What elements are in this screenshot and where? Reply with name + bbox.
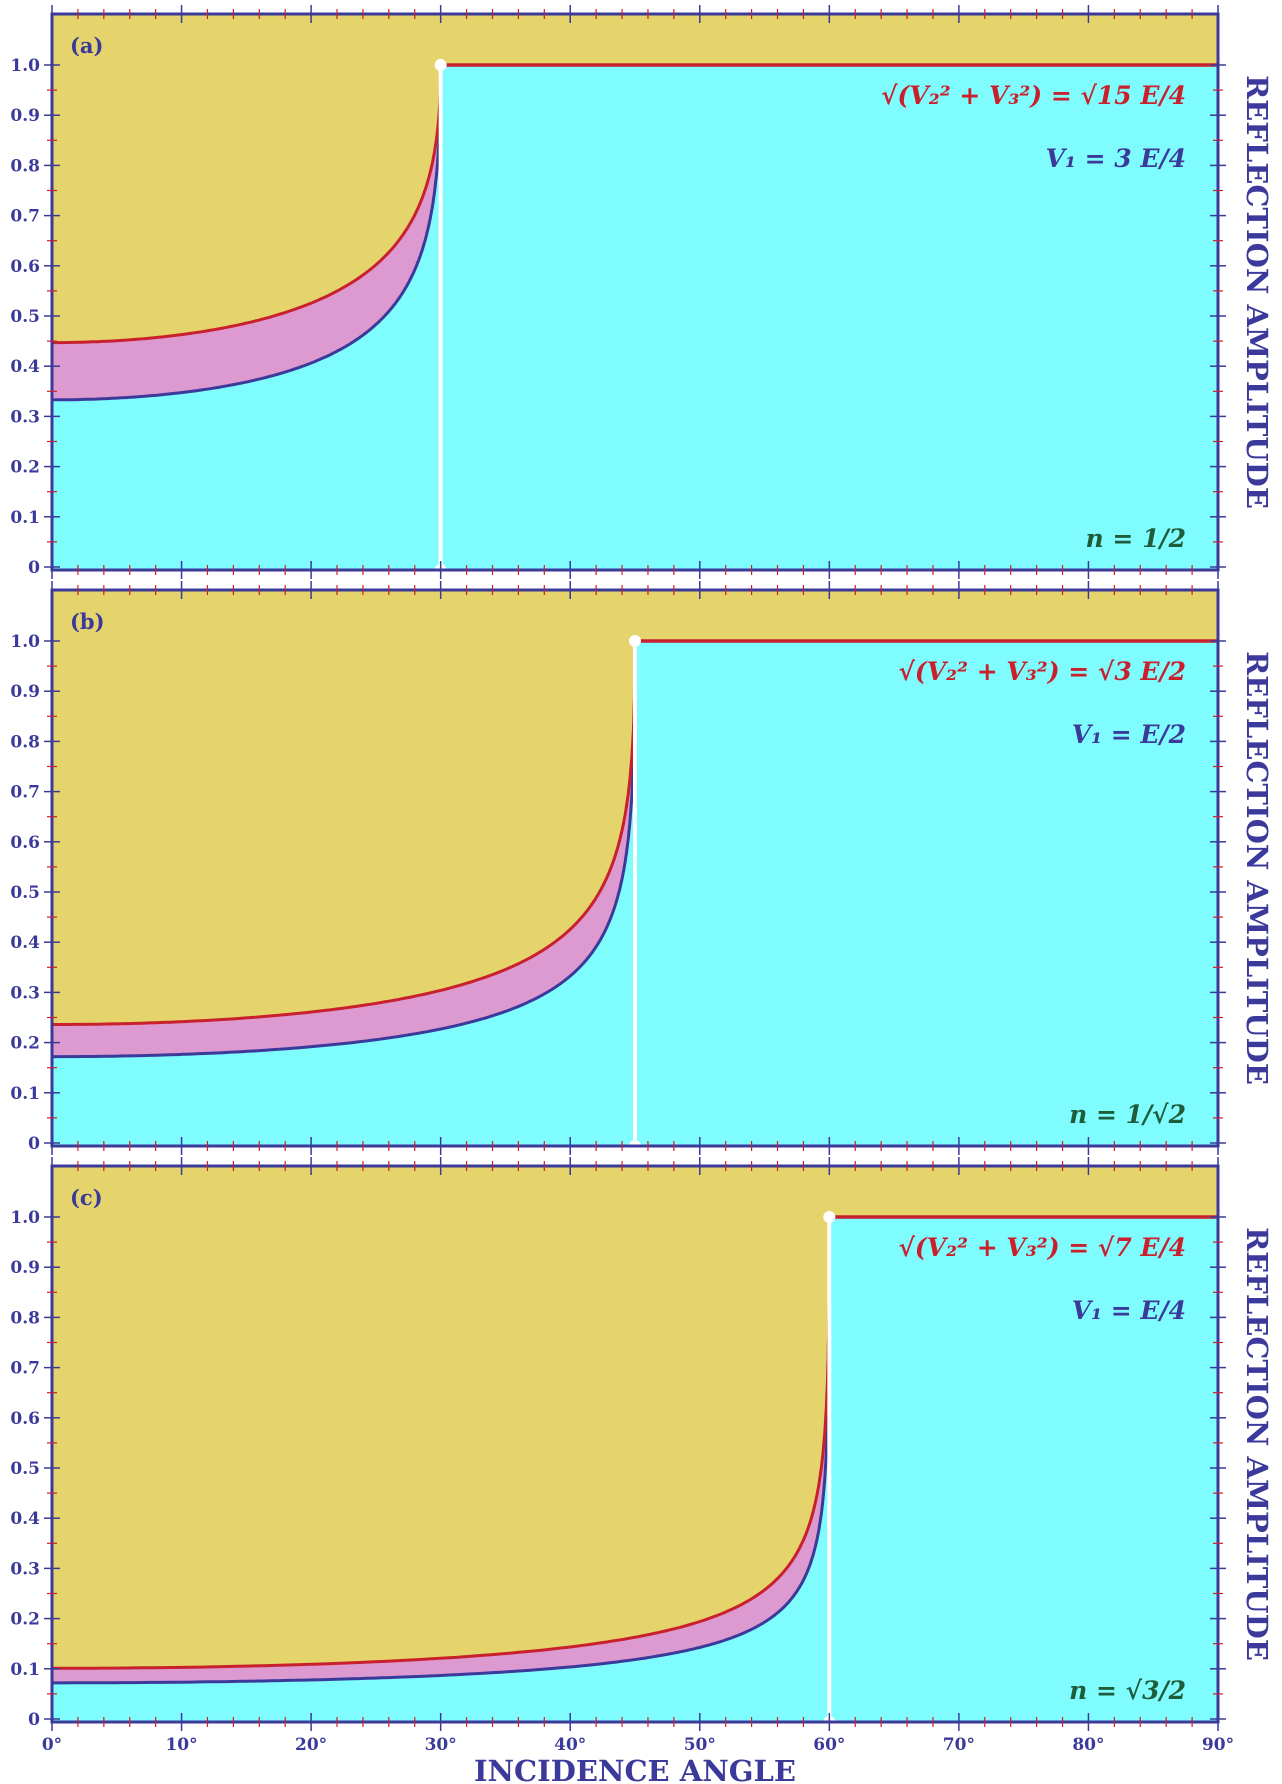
- y-tick-label: 0: [28, 1134, 40, 1154]
- x-tick-label: 80°: [1072, 1735, 1104, 1755]
- y-tick-label: 1.0: [10, 1208, 40, 1228]
- panel-label: (a): [70, 33, 103, 58]
- v1-curve: [50, 1217, 831, 1685]
- amplitude-band: [52, 65, 441, 400]
- y-tick-label: 0.1: [10, 1084, 40, 1104]
- y-tick-label: 0.2: [10, 458, 40, 478]
- x-tick-label: 60°: [813, 1735, 845, 1755]
- formula-amplitude: √(V₂² + V₃²) = √15 E/4: [881, 81, 1186, 110]
- y-tick-label: 0.1: [10, 1660, 40, 1680]
- y-tick-label: 0.7: [10, 207, 40, 227]
- y-tick-label: 0.8: [10, 732, 40, 752]
- v23-curve: [52, 1217, 831, 1670]
- critical-point-top: [629, 635, 641, 647]
- y-tick-label: 0.9: [10, 106, 40, 126]
- y-tick-label: 0.4: [10, 357, 40, 377]
- panel-label: (c): [70, 1185, 103, 1210]
- y-tick-label: 0: [28, 558, 40, 578]
- formula-amplitude: √(V₂² + V₃²) = √7 E/4: [899, 1233, 1187, 1262]
- y-tick-label: 0.3: [10, 407, 40, 427]
- y-tick-label: 0.4: [10, 1509, 40, 1529]
- y-tick-label: 0.5: [10, 307, 40, 327]
- formula-amplitude: √(V₂² + V₃²) = √3 E/2: [899, 657, 1187, 686]
- y-tick-label: 0.8: [10, 156, 40, 176]
- x-tick-label: 50°: [684, 1735, 716, 1755]
- y-tick-label: 0.4: [10, 933, 40, 953]
- total-reflection-region: [829, 1217, 1218, 1722]
- y-tick-label: 0.5: [10, 883, 40, 903]
- panel-3: 0 0.1 0.2 0.3 0.4 0.5 0.6 0.7 0.8 0.9 1.0 (c) √(V₂² …: [10, 1157, 1274, 1784]
- panel-1: 0 0.1 0.2 0.3 0.4 0.5 0.6 0.7 0.8 0.9 1.0 (a) √(V₂² …: [10, 5, 1274, 579]
- x-tick-label: 20°: [295, 1735, 327, 1755]
- v23-curve: [50, 641, 637, 1026]
- total-reflection-region: [440, 65, 1219, 570]
- y-tick-label: 0.6: [10, 257, 40, 277]
- x-tick-label: 70°: [943, 1735, 975, 1755]
- total-reflection-region: [635, 641, 1218, 1146]
- y-tick-label: 1.0: [10, 56, 40, 76]
- y-tick-label: 0.9: [10, 1258, 40, 1278]
- y-tick-label: 0.5: [10, 1459, 40, 1479]
- y-axis-title: REFLECTION AMPLITUDE: [1240, 1227, 1274, 1661]
- x-tick-label: 40°: [554, 1735, 586, 1755]
- formula-v1: V₁ = E/4: [1072, 1296, 1186, 1325]
- y-tick-label: 0.2: [10, 1610, 40, 1630]
- x-tick-label: 0°: [42, 1735, 62, 1755]
- formula-n: n = 1/2: [1086, 524, 1186, 553]
- y-tick-label: 0.7: [10, 1359, 40, 1379]
- formula-n: n = √3/2: [1069, 1676, 1186, 1705]
- panel-2: 0 0.1 0.2 0.3 0.4 0.5 0.6 0.7 0.8 0.9 1.0 (b) √(V₂² …: [10, 581, 1274, 1155]
- transmitted-region: [52, 65, 441, 570]
- transmitted-region: [52, 1217, 830, 1722]
- y-tick-label: 0.6: [10, 1409, 40, 1429]
- x-tick-label: 30°: [425, 1735, 457, 1755]
- y-tick-label: 0.9: [10, 682, 40, 702]
- y-axis-title: REFLECTION AMPLITUDE: [1240, 75, 1274, 509]
- y-tick-label: 0: [28, 1710, 40, 1730]
- panel-frame: [50, 1164, 1220, 1724]
- y-tick-label: 0.3: [10, 983, 40, 1003]
- formula-n: n = 1/√2: [1069, 1100, 1186, 1129]
- y-tick-label: 0.6: [10, 833, 40, 853]
- critical-point-top: [434, 59, 447, 71]
- formula-v1: V₁ = E/2: [1072, 720, 1186, 749]
- critical-point-top: [823, 1211, 836, 1223]
- panel-frame: [50, 588, 1220, 1148]
- y-tick-label: 0.8: [10, 1308, 40, 1328]
- y-axis-title: REFLECTION AMPLITUDE: [1240, 651, 1274, 1085]
- panel-label: (b): [70, 609, 105, 634]
- x-axis-title: INCIDENCE ANGLE: [474, 1754, 796, 1784]
- formula-v1: V₁ = 3 E/4: [1046, 144, 1186, 173]
- y-tick-label: 0.1: [10, 508, 40, 528]
- y-tick-label: 0.2: [10, 1034, 40, 1054]
- y-tick-label: 0.7: [10, 783, 40, 803]
- y-tick-label: 0.3: [10, 1559, 40, 1579]
- panel-frame: [50, 12, 1220, 572]
- x-tick-label: 10°: [165, 1735, 197, 1755]
- x-tick-label: 90°: [1202, 1735, 1234, 1755]
- transmitted-region: [52, 641, 635, 1146]
- y-tick-label: 1.0: [10, 632, 40, 652]
- v1-curve: [50, 641, 637, 1059]
